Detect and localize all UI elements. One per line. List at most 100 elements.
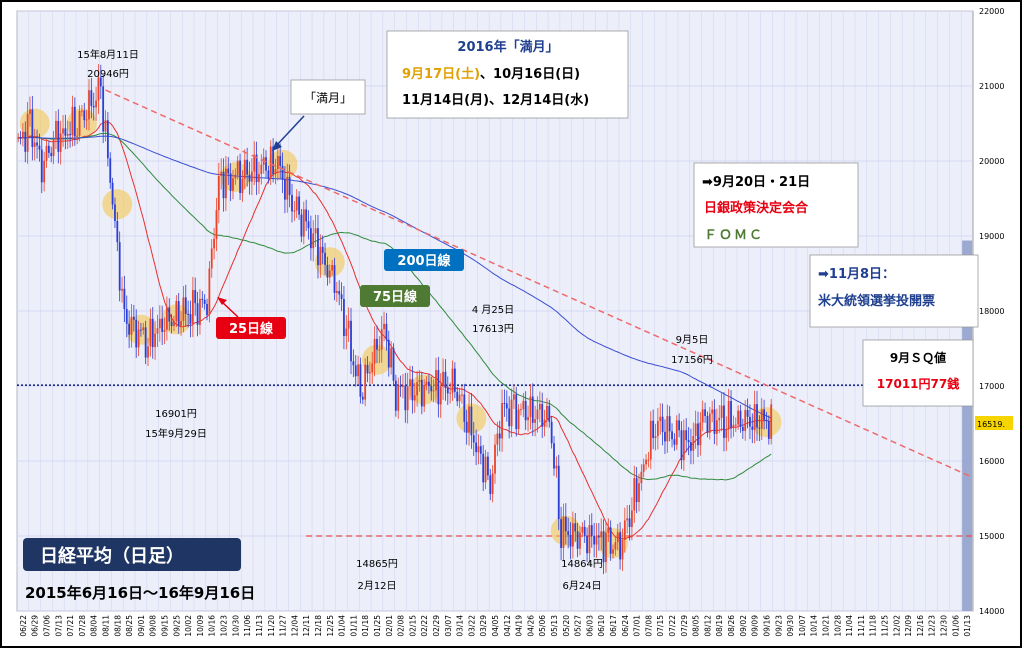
title-box: [23, 538, 241, 571]
candle-body: [409, 379, 411, 387]
candle-body: [90, 90, 93, 106]
candle-body: [690, 442, 692, 451]
candle-body: [435, 370, 437, 391]
candle-body: [463, 394, 466, 422]
candle-body: [706, 416, 709, 433]
candle-body: [723, 405, 725, 438]
candle-body: [470, 406, 473, 436]
boj-line1: ➡9月20日・21日: [702, 175, 810, 190]
candle-body: [770, 404, 773, 439]
candle-body: [274, 169, 277, 175]
low2-price: 14865円: [356, 559, 398, 570]
x-tick-label: 05/06: [538, 615, 547, 637]
x-tick-label: 09/16: [762, 615, 771, 637]
x-tick-label: 11/04: [845, 615, 854, 637]
candle-body: [699, 422, 702, 446]
candle-body: [114, 204, 116, 222]
mangetsu-dates-box: [386, 30, 629, 119]
x-tick-label: 02/22: [420, 615, 429, 637]
x-tick-label: 12/30: [939, 615, 948, 637]
candle-body: [607, 527, 610, 533]
y-tick-label: 20000: [979, 157, 1004, 166]
candle-body: [751, 426, 754, 430]
candle-body: [458, 394, 461, 402]
candle-body: [465, 421, 468, 433]
candle-body: [269, 146, 272, 179]
candle-body: [553, 443, 555, 469]
candle-body: [319, 246, 322, 266]
election-box: [809, 254, 979, 328]
candle-body: [550, 421, 553, 444]
y-tick-label: 16000: [979, 457, 1004, 466]
candle-body: [88, 90, 90, 120]
candle-body: [555, 465, 558, 469]
candle-body: [182, 297, 185, 322]
candle-body: [236, 160, 239, 175]
candle-body: [239, 160, 241, 194]
candle-body: [397, 385, 400, 411]
x-tick-label: 11/20: [267, 615, 276, 637]
candle-body: [557, 465, 560, 520]
mangetsu-dates-line2: 11月14日(月)、12月14日(水): [402, 92, 589, 108]
x-tick-label: 08/05: [692, 615, 701, 637]
candle-body: [640, 471, 643, 484]
ma-label-25-bg: [216, 317, 286, 339]
x-tick-label: 02/15: [408, 615, 417, 637]
candle-body: [123, 288, 126, 309]
candle-body: [104, 120, 107, 132]
x-tick-label: 03/07: [444, 615, 453, 637]
x-tick-label: 04/12: [503, 615, 512, 637]
candle-body: [484, 456, 487, 483]
candle-body: [522, 400, 525, 410]
candle-body: [725, 429, 728, 438]
candle-body: [487, 456, 489, 476]
candle-body: [442, 371, 444, 387]
candle-body: [494, 444, 496, 474]
candle-body: [151, 318, 154, 348]
candle-body: [428, 381, 430, 387]
annotation-peak: 15年8月11日 20946円: [77, 48, 139, 80]
candle-body: [387, 339, 390, 368]
ma-label-25-arrowhead: [217, 297, 227, 305]
candle-body: [371, 363, 374, 373]
candle-body: [574, 523, 577, 532]
candle-body: [597, 536, 600, 538]
candle-body: [758, 427, 761, 429]
trendline: [105, 89, 973, 479]
candle-body: [631, 510, 633, 527]
x-tick-label: 08/19: [715, 615, 724, 637]
y-tick-label: 21000: [979, 82, 1004, 91]
candle-body: [600, 531, 603, 538]
x-tick-label: 01/04: [338, 615, 347, 637]
candle-body: [62, 128, 64, 134]
candle-body: [581, 526, 584, 533]
candle-body: [416, 382, 419, 396]
apr-price: 17613円: [472, 324, 514, 335]
annotation-low2: 14865円 2月12日: [356, 559, 398, 592]
candle-body: [425, 381, 428, 385]
last-price-label: 16519.: [977, 420, 1005, 429]
candle-body: [534, 419, 537, 423]
candle-body: [529, 396, 532, 417]
candle-body: [647, 459, 650, 461]
candle-body: [583, 526, 586, 537]
annotation-low3: 14864円 6月24日: [561, 559, 603, 592]
candle-body: [741, 426, 744, 431]
candle-body: [612, 549, 614, 554]
candle-body: [333, 265, 336, 293]
candle-body: [116, 221, 119, 243]
candle-body: [38, 145, 41, 150]
candle-body: [165, 307, 168, 330]
full-moon-marker: [102, 189, 133, 220]
x-tick-label: 09/01: [137, 615, 146, 637]
candle-body: [59, 133, 62, 152]
x-tick-label: 10/07: [798, 615, 807, 637]
candle-body: [675, 420, 678, 445]
candle-body: [284, 179, 286, 200]
candle-body: [340, 294, 343, 300]
candle-body: [668, 416, 671, 432]
candle-body: [420, 379, 423, 407]
fomc-line: ＦＯＭＣ: [704, 228, 764, 243]
x-tick-label: 10/28: [833, 615, 842, 637]
candle-body: [385, 323, 388, 340]
